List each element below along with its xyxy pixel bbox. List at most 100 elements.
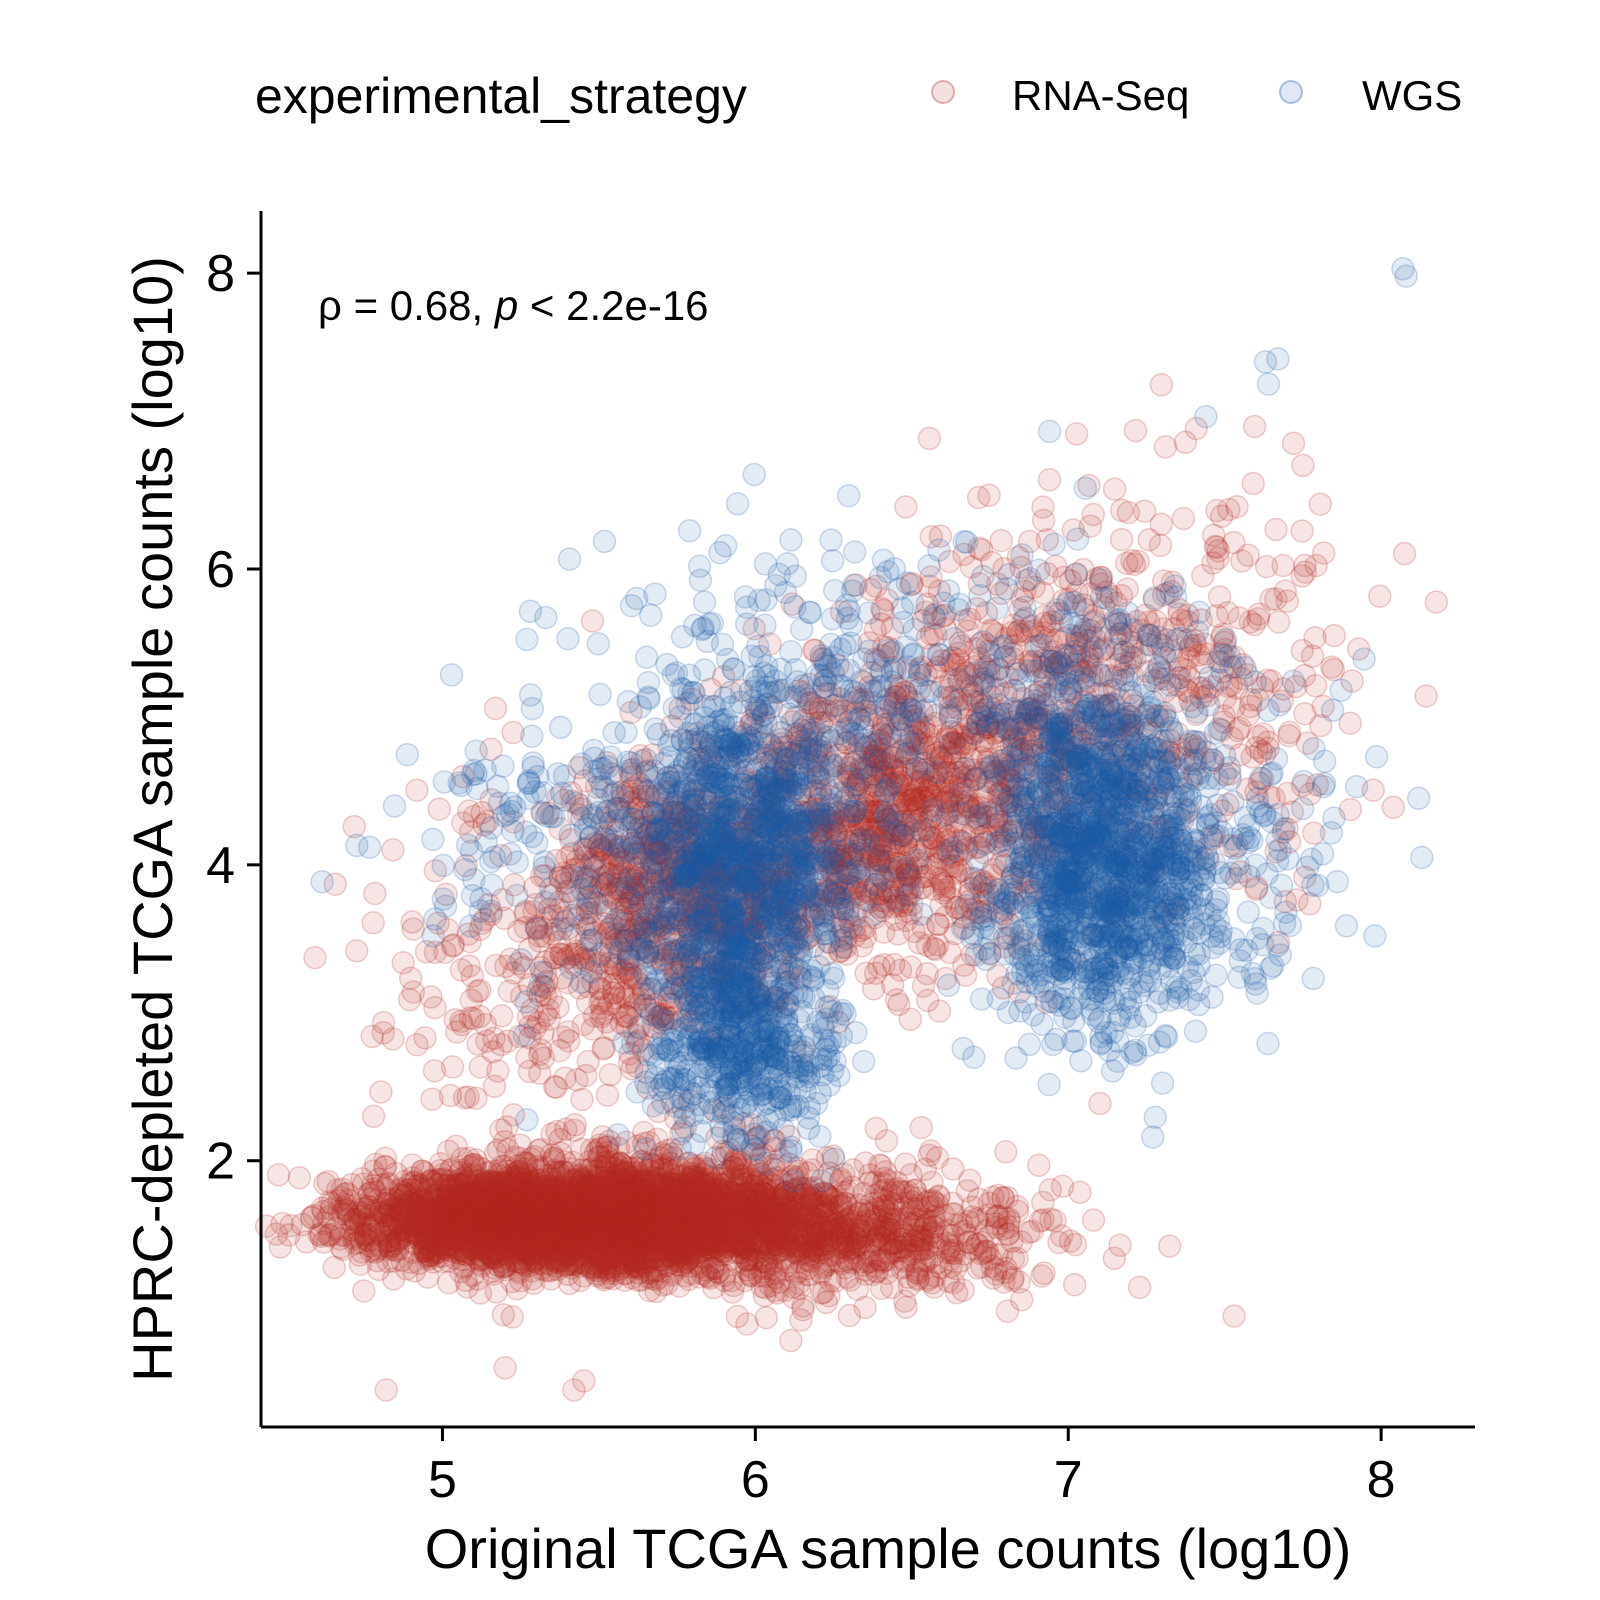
data-point xyxy=(577,1185,602,1209)
data-point xyxy=(447,1183,471,1207)
data-point xyxy=(462,1215,486,1240)
legend-key-wgs xyxy=(1279,80,1303,104)
data-point xyxy=(499,1248,524,1273)
data-point xyxy=(406,1199,431,1223)
data-point xyxy=(700,1188,725,1212)
data-point xyxy=(455,1219,480,1244)
data-point xyxy=(753,1264,777,1288)
data-point xyxy=(997,1209,1022,1234)
data-point xyxy=(701,1236,725,1260)
data-point xyxy=(513,1168,537,1192)
data-point xyxy=(572,1179,596,1204)
data-point xyxy=(646,1203,671,1227)
data-point xyxy=(560,1191,584,1216)
data-point xyxy=(532,1224,557,1248)
data-point xyxy=(958,1168,982,1192)
data-point xyxy=(494,1198,518,1222)
data-point xyxy=(628,1215,653,1239)
data-point xyxy=(543,1216,567,1241)
data-point xyxy=(335,1198,359,1222)
data-point xyxy=(1157,1234,1182,1258)
data-point xyxy=(518,1181,542,1205)
data-point xyxy=(366,1257,391,1282)
data-point xyxy=(377,1233,401,1258)
data-point xyxy=(942,1202,967,1227)
data-point xyxy=(742,1175,766,1199)
data-point xyxy=(330,1186,354,1210)
data-point xyxy=(522,1192,546,1217)
data-point xyxy=(635,1188,659,1212)
data-point xyxy=(598,1205,622,1230)
data-point xyxy=(489,1216,513,1241)
data-point xyxy=(568,1268,592,1293)
data-point xyxy=(871,1194,895,1219)
data-point xyxy=(642,1202,666,1226)
data-point xyxy=(614,1181,638,1205)
data-point xyxy=(992,1270,1016,1294)
data-point xyxy=(575,1197,600,1222)
data-point xyxy=(384,1161,408,1186)
data-point xyxy=(542,1227,566,1252)
data-point xyxy=(685,1207,709,1232)
data-point xyxy=(981,1185,1005,1210)
data-point xyxy=(302,1203,327,1228)
data-point xyxy=(810,1231,835,1255)
data-point xyxy=(567,1174,591,1198)
data-point xyxy=(622,1254,646,1278)
data-point xyxy=(716,1207,741,1231)
data-point xyxy=(472,1189,496,1213)
data-point xyxy=(507,1198,531,1222)
data-point xyxy=(463,1210,487,1234)
data-point xyxy=(352,1195,377,1220)
data-point xyxy=(517,1240,541,1265)
data-point xyxy=(439,1205,464,1230)
data-point xyxy=(453,1210,477,1235)
data-point xyxy=(600,1175,624,1199)
data-point xyxy=(439,1214,463,1238)
data-point xyxy=(789,1308,813,1332)
data-point xyxy=(570,1169,594,1193)
data-point xyxy=(381,1215,406,1239)
data-point xyxy=(872,1219,897,1243)
data-point xyxy=(491,1302,516,1327)
data-point xyxy=(450,1208,475,1233)
data-point xyxy=(644,1279,668,1304)
data-point xyxy=(609,1179,633,1204)
data-point xyxy=(503,1192,528,1216)
data-point xyxy=(495,1186,519,1210)
legend-key-rnaseq xyxy=(931,80,955,104)
data-point xyxy=(626,1189,651,1213)
data-point xyxy=(754,1242,779,1266)
data-point xyxy=(542,1189,566,1214)
data-point xyxy=(466,1192,490,1217)
data-point xyxy=(735,1312,759,1336)
data-point xyxy=(526,1205,550,1229)
data-point xyxy=(484,1280,509,1304)
data-point xyxy=(978,1246,1003,1271)
data-point xyxy=(630,1179,654,1204)
data-point xyxy=(417,1190,441,1215)
data-point xyxy=(542,1210,567,1235)
data-point xyxy=(395,1219,419,1244)
data-point xyxy=(356,1197,380,1222)
data-point xyxy=(422,1200,447,1224)
data-point xyxy=(666,1191,690,1216)
data-point xyxy=(466,1181,490,1206)
data-point xyxy=(423,1222,447,1246)
data-point xyxy=(452,1193,477,1217)
data-point xyxy=(994,1140,1018,1164)
data-point xyxy=(454,1188,478,1213)
data-point xyxy=(501,1224,526,1248)
data-point xyxy=(519,1225,544,1250)
data-point xyxy=(532,1220,556,1244)
data-point xyxy=(629,1180,653,1205)
data-point xyxy=(416,1247,441,1272)
data-point xyxy=(702,1223,727,1248)
data-point xyxy=(511,1207,535,1231)
data-point xyxy=(720,1280,745,1304)
data-point xyxy=(445,1173,470,1197)
data-point xyxy=(561,1214,586,1238)
data-point xyxy=(430,1207,454,1231)
data-point xyxy=(558,1207,583,1232)
data-point xyxy=(622,1190,646,1214)
